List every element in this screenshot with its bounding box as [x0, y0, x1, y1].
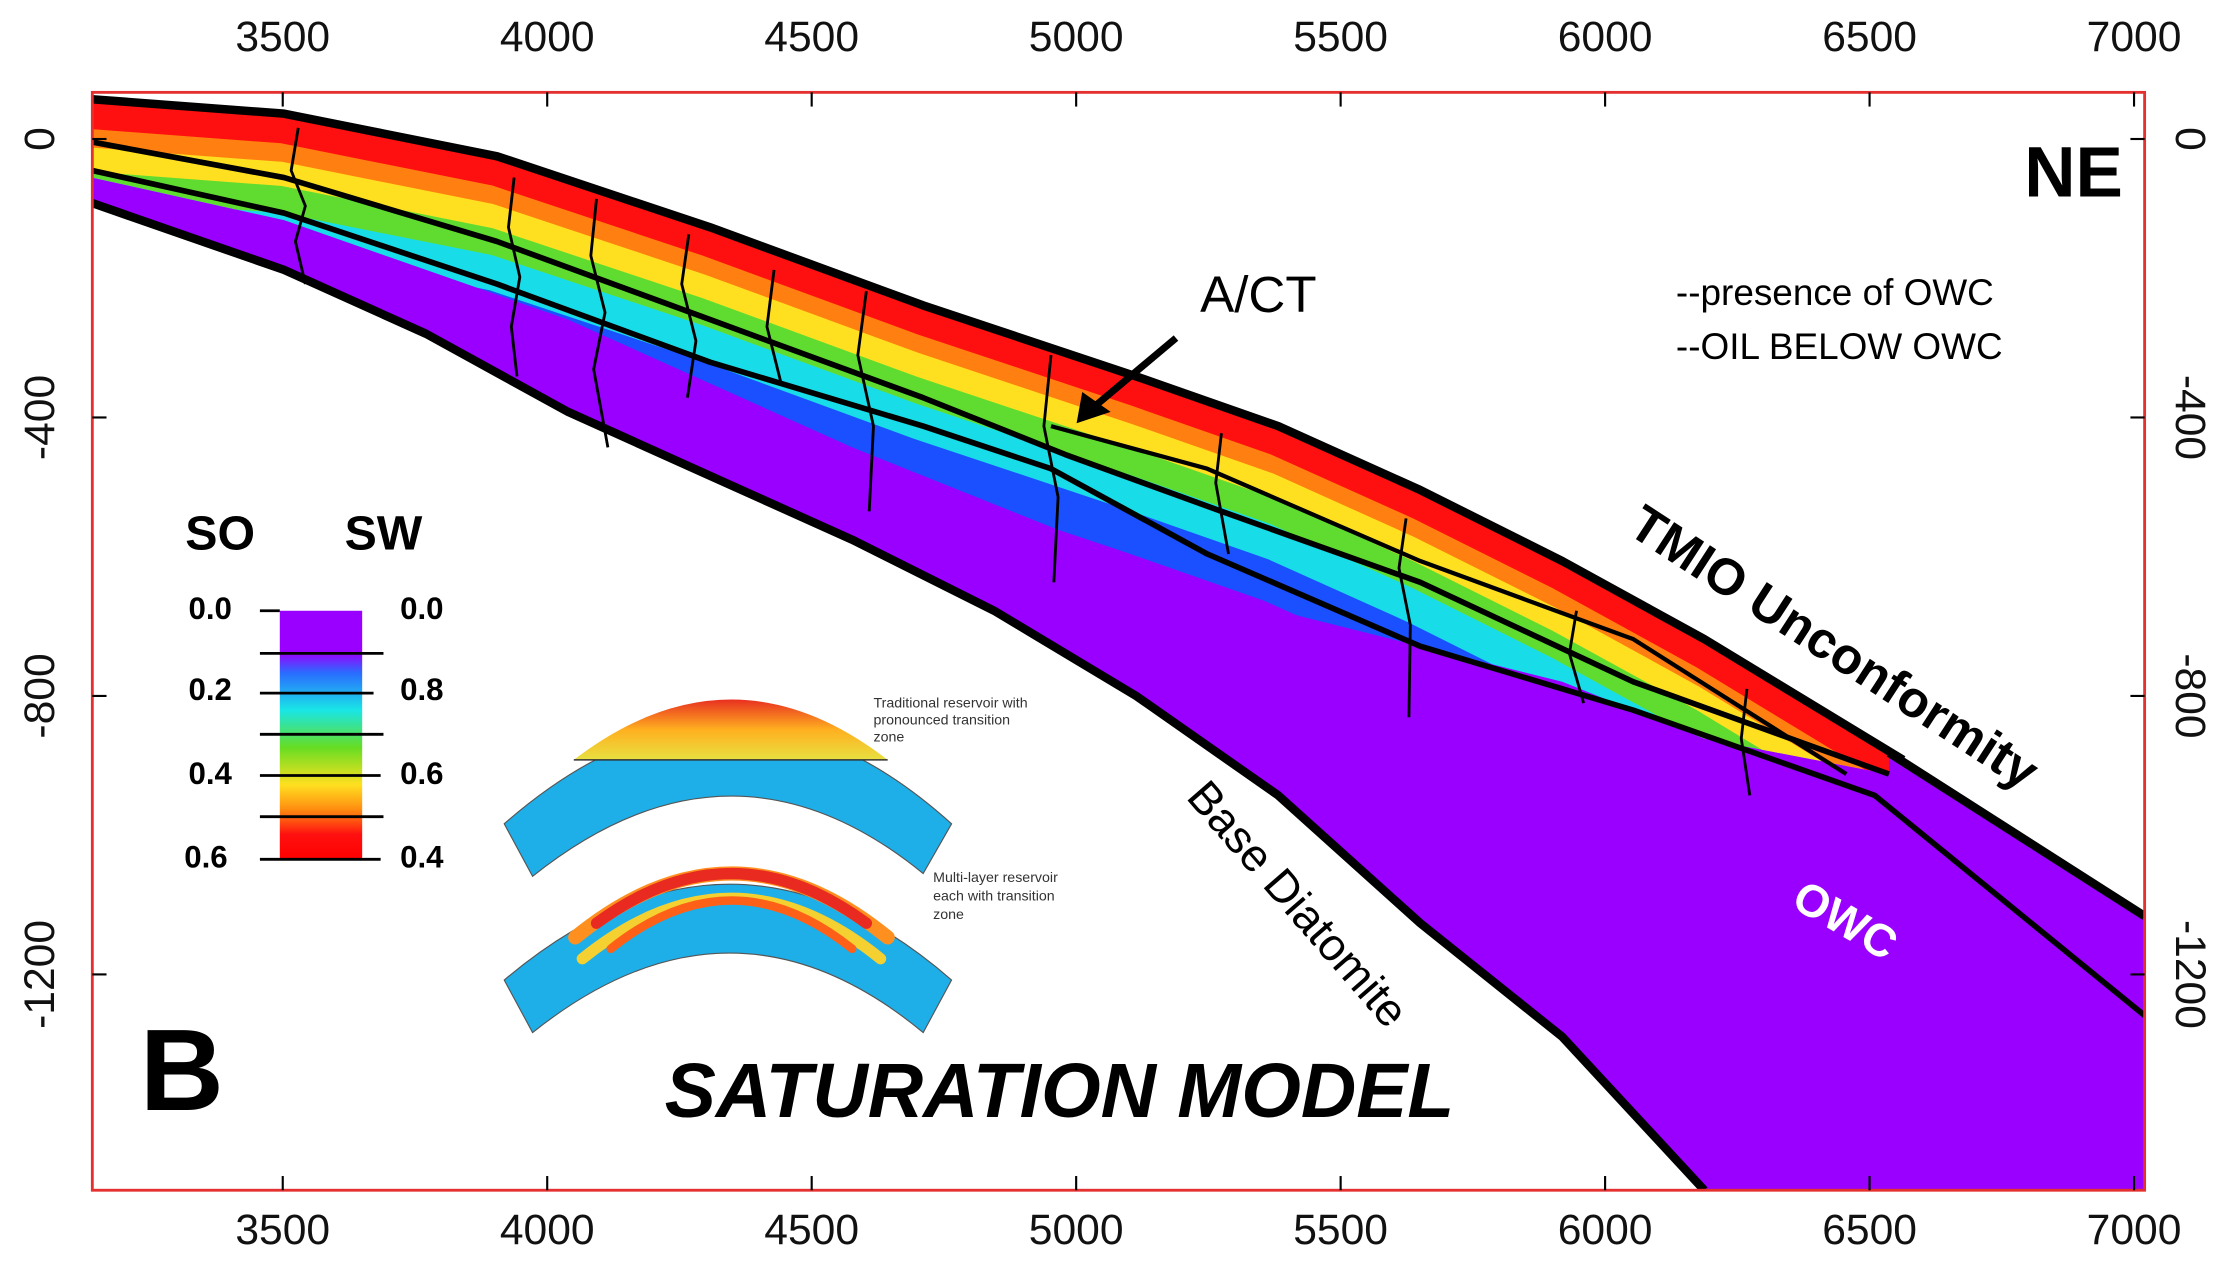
- x-tick-label: 6500: [1822, 1206, 1917, 1254]
- colorbar-label: 0.6: [400, 756, 443, 791]
- colorbar-title: SW: [345, 507, 423, 561]
- y-tick-label: -1200: [2166, 920, 2214, 1029]
- x-tick-label: 6500: [1822, 13, 1917, 61]
- colorbar-label: 0.0: [400, 591, 443, 626]
- note: --OIL BELOW OWC: [1676, 326, 2003, 367]
- inset-text: Multi-layer reservoir each with transiti…: [933, 870, 1058, 924]
- axes: 3500 3500 4000 4000 4500 4500 5000 5000 5500 5500…: [16, 13, 2214, 1254]
- x-tick-label: 5500: [1293, 13, 1388, 61]
- colorbar-label: 0.2: [188, 672, 231, 707]
- act-label: A/CT: [1200, 266, 1316, 323]
- colorbar-label: 0.0: [188, 591, 231, 626]
- y-tick-label: -400: [2166, 375, 2214, 460]
- x-tick-label: 4500: [764, 13, 859, 61]
- colorbar-label: 0.4: [400, 840, 444, 875]
- x-tick-label: 7000: [2087, 1206, 2182, 1254]
- colorbar-title: SO: [185, 507, 255, 561]
- colorbar-label: 0.6: [184, 840, 227, 875]
- x-tick-label: 7000: [2087, 13, 2182, 61]
- x-tick-label: 5500: [1293, 1206, 1388, 1254]
- colorbar: SO SW 0.0 0.2 0.4 0.6 0.0 0.8 0.6 0.4: [184, 507, 444, 875]
- x-tick-label: 3500: [235, 1206, 330, 1254]
- note: --presence of OWC: [1676, 272, 1994, 313]
- x-tick-label: 4000: [500, 1206, 595, 1254]
- x-tick-label: 3500: [235, 13, 330, 61]
- panel-label: B: [140, 1005, 224, 1135]
- section: [92, 97, 2145, 1191]
- y-tick-label: 0: [2166, 127, 2214, 151]
- title: SATURATION MODEL: [665, 1049, 1455, 1134]
- y-tick-label: -800: [2166, 653, 2214, 738]
- plot-frame: [90, 90, 2147, 1192]
- colorbar-label: 0.8: [400, 672, 443, 707]
- wells: [289, 127, 1752, 796]
- x-tick-label: 4000: [500, 13, 595, 61]
- water-zone: [92, 99, 2145, 1191]
- direction-label: NE: [2024, 133, 2123, 212]
- x-tick-label: 5000: [1029, 1206, 1124, 1254]
- inset: Traditional reservoir with pronounced tr…: [503, 695, 1058, 1034]
- horizons: [92, 97, 2145, 1191]
- colorbar-label: 0.4: [188, 756, 232, 791]
- x-tick-label: 6000: [1558, 1206, 1653, 1254]
- x-tick-label: 4500: [764, 1206, 859, 1254]
- x-tick-label: 5000: [1029, 13, 1124, 61]
- y-tick-label: -800: [16, 653, 64, 738]
- x-tick-label: 6000: [1558, 13, 1653, 61]
- inset-text: Traditional reservoir with pronounced tr…: [873, 695, 1028, 746]
- y-tick-label: -1200: [16, 920, 64, 1029]
- y-tick-label: -400: [16, 375, 64, 460]
- y-tick-label: 0: [16, 127, 64, 151]
- act-arrow: [1076, 335, 1179, 424]
